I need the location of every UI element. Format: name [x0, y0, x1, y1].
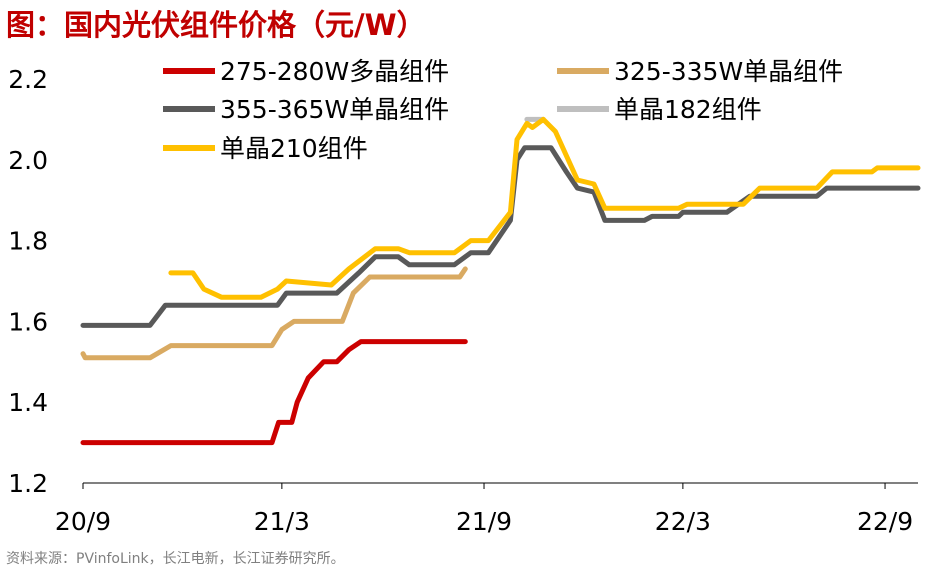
x-tick-label: 22/9: [857, 507, 913, 536]
x-tick-label: 21/9: [456, 507, 512, 536]
legend-label: 355-365W单晶组件: [220, 95, 449, 124]
price-line-chart: 1.2 1.4 1.6 1.8 2.0 2.2 20/9 21/3 21/9 22/3 22/9 27…: [8, 57, 921, 536]
x-tick-label: 22/3: [655, 507, 711, 536]
y-tick-label: 1.2: [8, 469, 48, 498]
y-tick-label: 1.4: [8, 388, 48, 417]
y-tick-label: 2.2: [8, 65, 48, 94]
chart-title: 图：国内光伏组件价格（元/W）: [6, 8, 426, 42]
series-line-2: [80, 145, 921, 328]
source-note: 资料来源：PVinfoLink，长江电新，长江证券研究所。: [6, 551, 345, 567]
legend-label: 275-280W多晶组件: [220, 57, 449, 86]
series-line-4: [168, 116, 921, 300]
series-line-0: [80, 339, 468, 446]
x-tick-label: 21/3: [254, 507, 310, 536]
x-tick-label: 20/9: [55, 507, 111, 536]
y-tick-label: 2.0: [8, 146, 48, 175]
y-tick-label: 1.6: [8, 307, 48, 336]
legend-label: 单晶210组件: [220, 134, 368, 163]
legend-label: 单晶182组件: [614, 95, 762, 124]
series-line-1: [80, 266, 468, 361]
legend-label: 325-335W单晶组件: [614, 57, 843, 86]
y-tick-label: 1.8: [8, 227, 48, 256]
